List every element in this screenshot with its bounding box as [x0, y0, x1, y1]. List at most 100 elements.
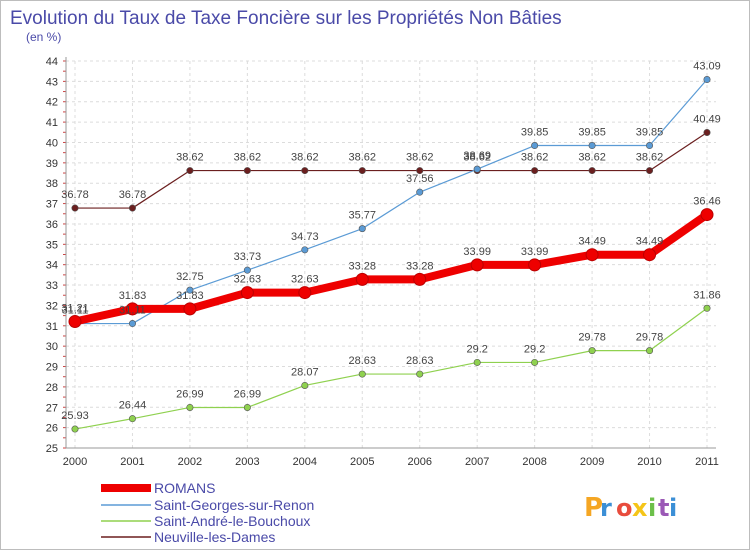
data-label: 29.78 — [578, 332, 606, 344]
chart-subtitle: (en %) — [26, 30, 61, 44]
logo-letter: i — [669, 494, 677, 522]
x-tick-label: 2007 — [465, 456, 489, 468]
axes: 25 26 27 28 29 30 31 32 33 34 35 36 37 38 39 40 41 42 43 44… — [46, 56, 719, 468]
data-point — [416, 167, 424, 175]
x-tick-label: 2005 — [350, 456, 374, 468]
y-tick-label: 27 — [46, 402, 58, 414]
data-point — [531, 167, 539, 175]
data-label: 40.49 — [693, 113, 721, 125]
data-point — [646, 142, 654, 150]
data-point — [588, 347, 596, 355]
data-label: 32.75 — [176, 271, 204, 283]
data-label: 36.78 — [61, 189, 89, 201]
data-point — [358, 167, 366, 175]
legend: ROMANSSaint-Georges-sur-RenonSaint-André… — [101, 480, 314, 545]
data-point — [243, 266, 251, 274]
data-label: 38.62 — [406, 152, 434, 164]
data-label: 26.99 — [176, 388, 204, 400]
data-point — [413, 272, 427, 286]
data-point — [703, 304, 711, 312]
logo-letter: r — [600, 494, 612, 522]
data-label: 38.62 — [291, 152, 319, 164]
data-point — [125, 302, 139, 316]
data-label: 38.69 — [463, 150, 491, 162]
y-tick-label: 35 — [46, 239, 58, 251]
data-point — [528, 258, 542, 272]
data-point — [298, 286, 312, 300]
x-tick-label: 2006 — [407, 456, 431, 468]
y-tick-label: 43 — [46, 76, 58, 88]
y-tick-label: 25 — [46, 443, 58, 455]
data-label: 39.85 — [578, 127, 606, 139]
x-tick-label: 2008 — [522, 456, 546, 468]
data-label: 29.2 — [524, 343, 545, 355]
data-point — [700, 208, 714, 222]
series — [68, 76, 714, 433]
data-label: 29.2 — [466, 343, 487, 355]
legend-label: Neuville-les-Dames — [154, 529, 275, 545]
logo-letter: i — [648, 494, 656, 522]
data-point — [128, 415, 136, 423]
data-label: 38.62 — [578, 152, 606, 164]
data-label: 35.77 — [349, 210, 377, 222]
data-point — [646, 167, 654, 175]
y-tick-label: 41 — [46, 117, 58, 129]
logo-letter: P — [584, 493, 603, 523]
data-label: 33.73 — [234, 251, 262, 263]
data-point — [71, 204, 79, 212]
data-label: 31.83 — [119, 290, 147, 302]
data-point — [703, 128, 711, 136]
data-label: 33.99 — [521, 246, 549, 258]
data-point — [585, 248, 599, 262]
data-point — [646, 347, 654, 355]
data-label: 38.62 — [463, 152, 491, 164]
data-label: 26.44 — [119, 400, 147, 412]
chart-title: Evolution du Taux de Taxe Foncière sur l… — [10, 8, 562, 29]
data-label: 43.09 — [693, 61, 721, 73]
y-tick-label: 39 — [46, 158, 58, 170]
logo-letter: x — [632, 494, 648, 522]
y-tick-label: 30 — [46, 341, 58, 353]
data-label: 34.49 — [578, 236, 606, 248]
data-point — [183, 302, 197, 316]
data-label: 33.99 — [463, 246, 491, 258]
data-point — [301, 246, 309, 254]
data-point — [186, 286, 194, 294]
y-tick-label: 37 — [46, 199, 58, 211]
logo-letter: o — [616, 494, 633, 522]
y-tick-label: 31 — [46, 321, 58, 333]
data-label: 34.73 — [291, 231, 319, 243]
x-tick-label: 2010 — [637, 456, 661, 468]
data-point — [243, 403, 251, 411]
data-label: 38.62 — [349, 152, 377, 164]
y-tick-label: 38 — [46, 178, 58, 190]
data-point — [416, 370, 424, 378]
series-line-1 — [74, 307, 708, 430]
data-label: 33.28 — [406, 260, 434, 272]
y-tick-label: 28 — [46, 382, 58, 394]
data-label: 38.62 — [636, 152, 664, 164]
data-label: 37.56 — [406, 173, 434, 185]
proxiti-logo: Pr o x i t i — [584, 493, 677, 523]
data-point — [128, 204, 136, 212]
data-label: 34.49 — [636, 236, 664, 248]
legend-label: Saint-Georges-sur-Renon — [154, 497, 314, 513]
x-tick-label: 2001 — [120, 456, 144, 468]
y-tick-label: 34 — [46, 260, 58, 272]
data-point — [473, 358, 481, 366]
x-tick-label: 2003 — [235, 456, 259, 468]
y-tick-label: 40 — [46, 137, 58, 149]
data-label: 32.63 — [291, 274, 319, 286]
data-label: 28.07 — [291, 366, 319, 378]
y-tick-label: 44 — [46, 56, 58, 68]
data-label: 29.78 — [636, 332, 664, 344]
data-label: 38.62 — [176, 152, 204, 164]
y-tick-label: 33 — [46, 280, 58, 292]
data-label: 38.62 — [234, 152, 262, 164]
data-label: 32.63 — [234, 274, 262, 286]
data-label: 33.28 — [349, 260, 377, 272]
data-label: 31.11 — [62, 305, 89, 317]
series-line-3 — [71, 210, 711, 326]
